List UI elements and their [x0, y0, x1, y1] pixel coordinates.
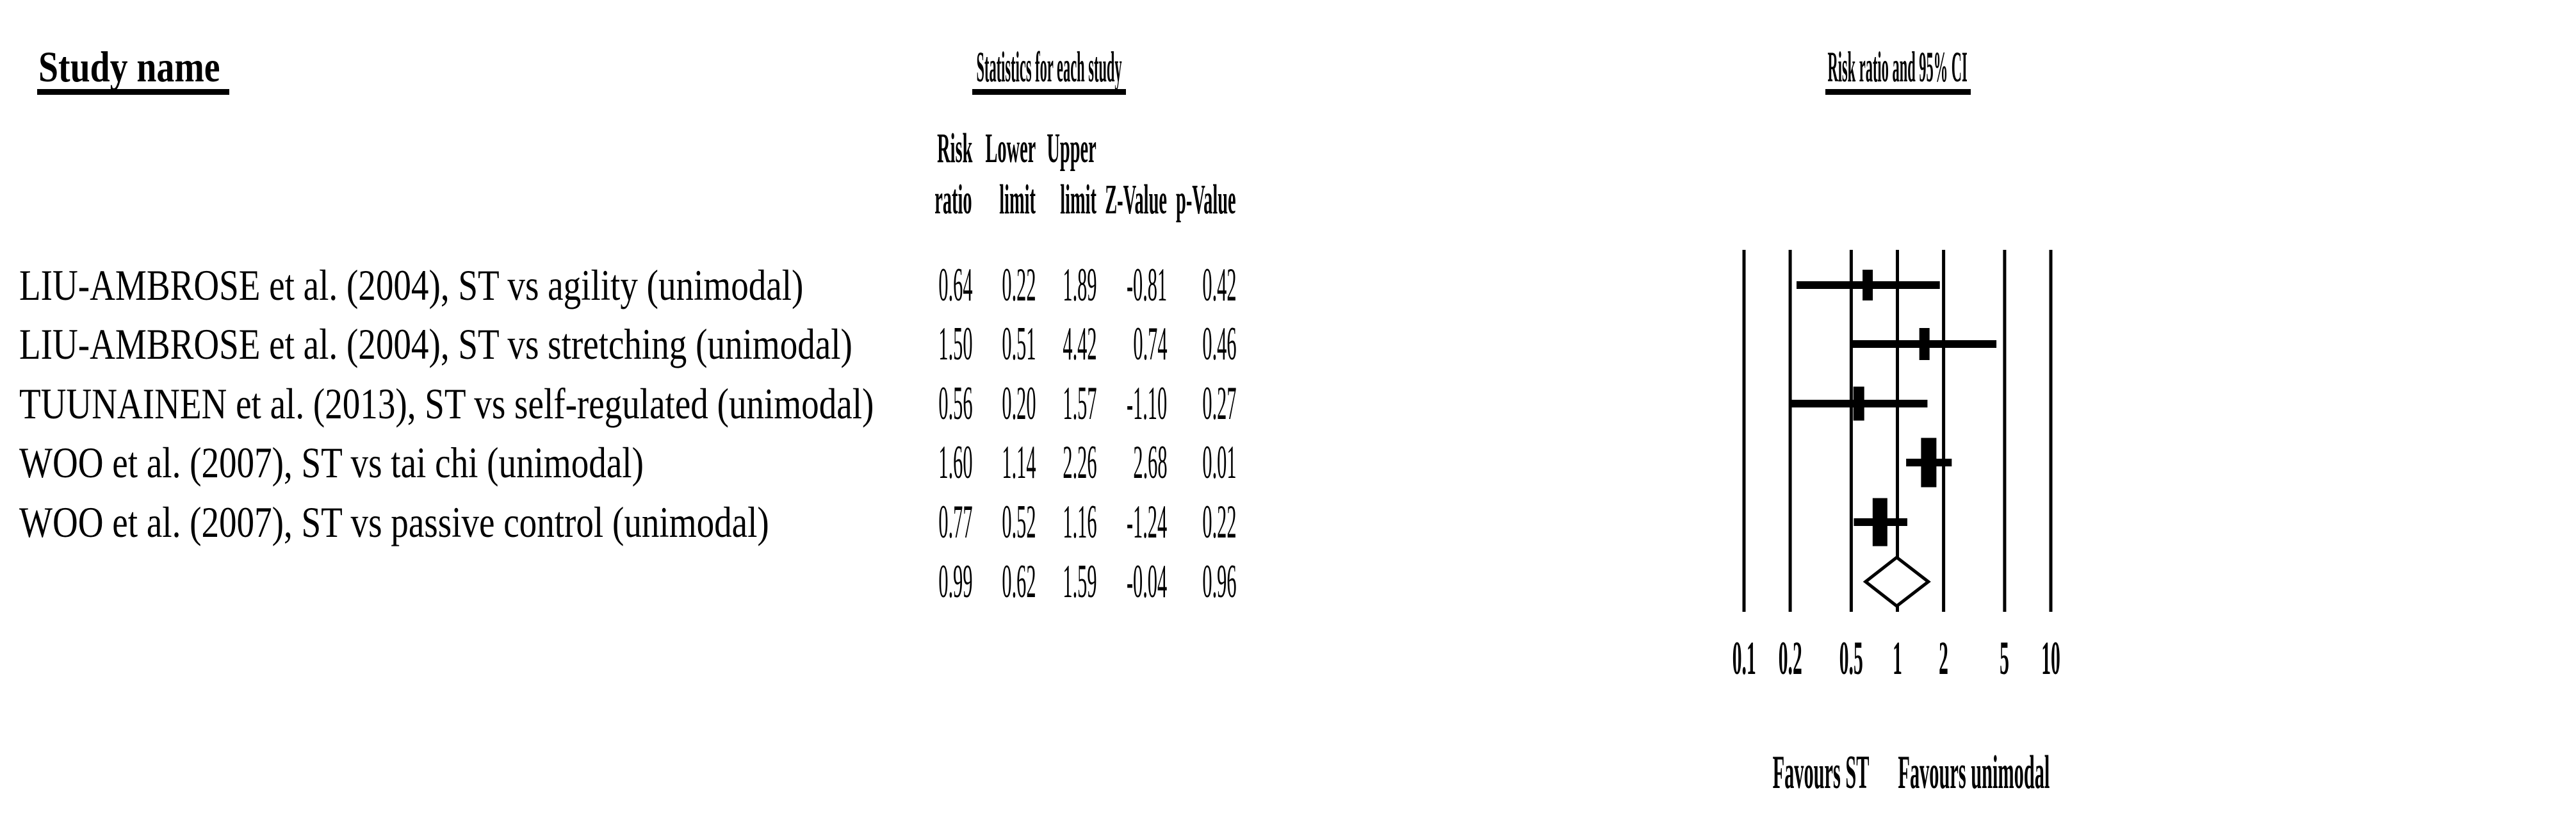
z-value: -1.24 — [1126, 496, 1167, 548]
upper-limit-value: 1.89 — [1062, 259, 1096, 311]
axis-tick-label: 0.2 — [1778, 632, 1802, 685]
upper-limit-value: 1.16 — [1062, 496, 1096, 548]
risk-ratio-value: 0.99 — [938, 555, 972, 608]
risk-ratio-value: 0.64 — [938, 259, 972, 311]
z-value: 2.68 — [1132, 436, 1167, 489]
p-value: 0.01 — [1202, 436, 1236, 489]
p-value: 0.27 — [1202, 377, 1236, 430]
study-name: WOO et al. (2007), ST vs tai chi (unimod… — [19, 438, 644, 487]
z-value: -1.10 — [1126, 377, 1167, 430]
risk-ratio-ci-header: Risk ratio and 95% CI — [1827, 42, 1968, 91]
study-name-header: Study name — [38, 42, 220, 91]
effect-square — [1921, 438, 1937, 488]
risk-ratio-value: 0.56 — [938, 377, 972, 430]
statistics-underline — [972, 89, 1126, 95]
axis-tick-label: 10 — [2041, 632, 2060, 685]
study-name: TUUNAINEN et al. (2013), ST vs self-regu… — [19, 379, 874, 428]
upper-limit-value: 1.57 — [1062, 377, 1096, 430]
favours-right-label: Favours unimodal — [1898, 746, 2050, 799]
axis-tick-label: 0.5 — [1839, 632, 1863, 685]
lower-limit-value: 0.22 — [1001, 259, 1036, 311]
axis-tick-label: 5 — [2000, 632, 2010, 685]
effect-square — [1863, 270, 1873, 300]
p-value: 0.46 — [1202, 318, 1236, 370]
effect-square — [1872, 498, 1887, 546]
col-header-p-value: p-Value — [1176, 176, 1236, 223]
summary-diamond — [1863, 555, 1931, 609]
upper-limit-value: 1.59 — [1062, 555, 1096, 608]
lower-limit-value: 0.51 — [1001, 318, 1036, 370]
col-header-ratio: ratio — [934, 176, 972, 223]
axis-tick-label: 0.1 — [1732, 632, 1756, 685]
z-value: 0.74 — [1132, 318, 1167, 370]
p-value: 0.22 — [1202, 496, 1236, 548]
axis-tick-label: 1 — [1893, 632, 1902, 685]
col-header-lower-limit: limit — [999, 176, 1036, 223]
lower-limit-value: 1.14 — [1001, 436, 1036, 489]
col-header-lower: Lower — [985, 125, 1036, 172]
p-value: 0.42 — [1202, 259, 1236, 311]
risk-ratio-ci-underline — [1825, 89, 1971, 95]
study-name-underline — [37, 89, 229, 95]
study-name: LIU-AMBROSE et al. (2004), ST vs stretch… — [19, 320, 852, 368]
col-header-upper-limit: limit — [1060, 176, 1096, 223]
axis-tick-label: 2 — [1939, 632, 1948, 685]
upper-limit-value: 2.26 — [1062, 436, 1096, 489]
col-header-upper: Upper — [1047, 125, 1096, 172]
study-name: LIU-AMBROSE et al. (2004), ST vs agility… — [19, 261, 804, 309]
statistics-header: Statistics for each study — [976, 42, 1122, 91]
study-name: WOO et al. (2007), ST vs passive control… — [19, 498, 769, 546]
effect-square — [1853, 386, 1864, 421]
z-value: -0.81 — [1126, 259, 1167, 311]
risk-ratio-value: 1.50 — [938, 318, 972, 370]
col-header-risk: Risk — [936, 125, 972, 172]
lower-limit-value: 0.62 — [1001, 555, 1036, 608]
effect-square — [1919, 328, 1930, 360]
risk-ratio-value: 1.60 — [938, 436, 972, 489]
risk-ratio-value: 0.77 — [938, 496, 972, 548]
lower-limit-value: 0.52 — [1001, 496, 1036, 548]
p-value: 0.96 — [1202, 555, 1236, 608]
favours-left-label: Favours ST — [1772, 746, 1870, 799]
z-value: -0.04 — [1126, 555, 1167, 608]
lower-limit-value: 0.20 — [1001, 377, 1036, 430]
col-header-z-value: Z-Value — [1105, 176, 1167, 223]
upper-limit-value: 4.42 — [1062, 318, 1096, 370]
